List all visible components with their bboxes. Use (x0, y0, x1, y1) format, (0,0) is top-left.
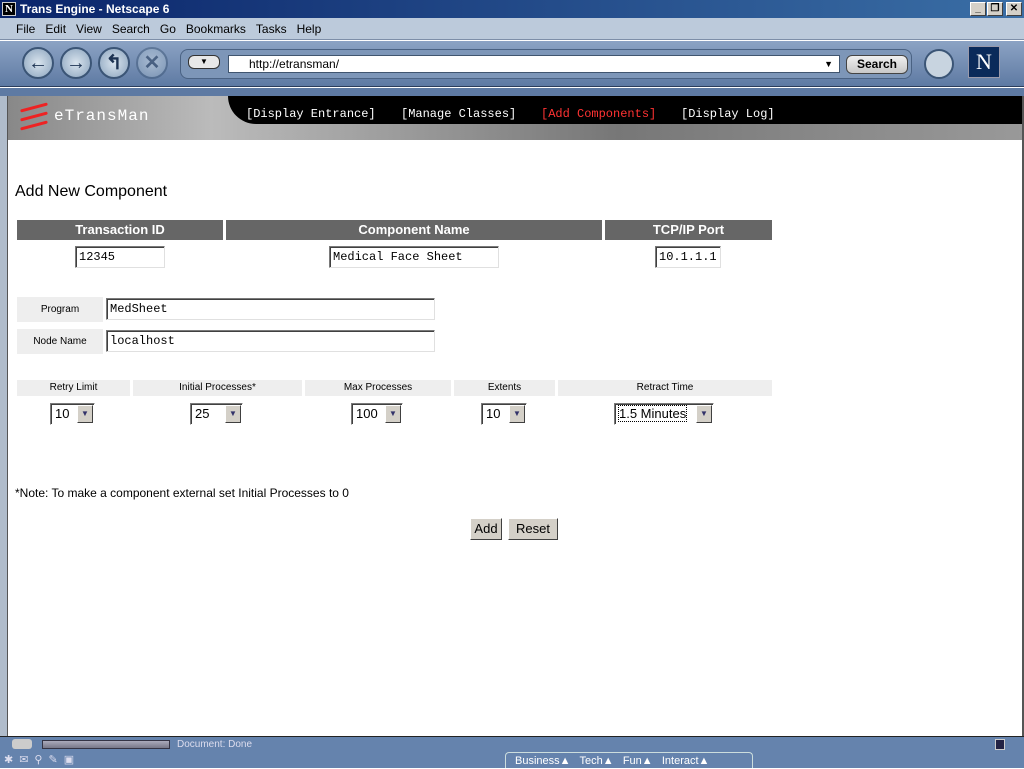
extents-value: 10 (486, 406, 501, 421)
tab-business[interactable]: Business▲ (515, 755, 571, 767)
tab-tech[interactable]: Tech▲ (579, 755, 614, 767)
chevron-down-icon[interactable]: ▼ (509, 405, 525, 423)
netscape-icon: N (2, 2, 16, 16)
status-bar: Document: Done (0, 736, 1024, 752)
forward-icon[interactable]: → (60, 47, 92, 79)
add-button[interactable]: Add (470, 518, 502, 540)
chevron-down-icon[interactable]: ▼ (225, 405, 241, 423)
max-processes-select[interactable]: 100 ▼ (351, 403, 403, 425)
page-title: Add New Component (15, 183, 168, 200)
chevron-down-icon[interactable]: ▼ (385, 405, 401, 423)
retract-time-select[interactable]: 1.5 Minutes ▼ (614, 403, 714, 425)
minimize-button[interactable]: _ (970, 2, 986, 16)
maximize-button[interactable]: ❐ (987, 2, 1003, 16)
max-processes-label: Max Processes (305, 380, 451, 396)
close-button[interactable]: ✕ (1006, 2, 1022, 16)
stop-icon[interactable]: ✕ (136, 47, 168, 79)
initial-processes-label: Initial Processes* (133, 380, 302, 396)
node-name-input[interactable]: localhost (106, 330, 435, 352)
retry-limit-value: 10 (55, 406, 70, 421)
tcpip-port-input[interactable]: 10.1.1.1 (655, 246, 721, 268)
site-logo: eTransMan (54, 107, 150, 125)
max-processes-value: 100 (356, 406, 378, 421)
toolbar-grip (0, 88, 1024, 96)
transaction-id-input[interactable]: 12345 (75, 246, 165, 268)
chevron-down-icon[interactable]: ▼ (77, 405, 93, 423)
header-tcpip-port: TCP/IP Port (605, 220, 772, 240)
url-text: http://etransman/ (249, 57, 340, 71)
header-transaction-id: Transaction ID (17, 220, 223, 240)
window-title: Trans Engine - Netscape 6 (20, 2, 170, 16)
title-bar: N Trans Engine - Netscape 6 _ ❐ ✕ (0, 0, 1024, 18)
nav-add-components[interactable]: [Add Components] (541, 107, 657, 121)
site-banner: eTransMan [Display Entrance] [Manage Cla… (8, 96, 1024, 140)
sidebar-toggle[interactable] (0, 96, 8, 736)
retry-limit-label: Retry Limit (17, 380, 130, 396)
connection-icon (12, 739, 32, 749)
program-label: Program (17, 297, 103, 322)
reload-icon[interactable]: ↰ (98, 47, 130, 79)
menu-view[interactable]: View (76, 22, 102, 36)
reset-button[interactable]: Reset (508, 518, 558, 540)
program-input[interactable]: MedSheet (106, 298, 435, 320)
back-icon[interactable]: ← (22, 47, 54, 79)
tab-fun[interactable]: Fun▲ (622, 755, 653, 767)
initial-processes-select[interactable]: 25 ▼ (190, 403, 243, 425)
component-icons[interactable]: ✱✉⚲✎▣ (4, 754, 81, 766)
nav-manage-classes[interactable]: [Manage Classes] (401, 107, 517, 121)
print-icon[interactable] (924, 49, 954, 79)
menu-go[interactable]: Go (159, 22, 176, 36)
progress-bar (42, 740, 170, 749)
nav-display-log[interactable]: [Display Log] (681, 107, 775, 121)
personal-toolbar: Business▲ Tech▲ Fun▲ Interact▲ (505, 752, 753, 768)
retract-time-value: 1.5 Minutes (617, 405, 688, 422)
menu-bar: File Edit View Search Go Bookmarks Tasks Help (0, 18, 1024, 40)
retract-time-label: Retract Time (558, 380, 772, 396)
menu-tasks[interactable]: Tasks (255, 22, 287, 36)
node-name-label: Node Name (17, 329, 103, 354)
security-lock-icon (995, 739, 1005, 750)
nav-display-entrance[interactable]: [Display Entrance] (246, 107, 376, 121)
component-name-input[interactable]: Medical Face Sheet (329, 246, 499, 268)
menu-help[interactable]: Help (296, 22, 322, 36)
menu-file[interactable]: File (16, 22, 36, 36)
url-dropdown-icon[interactable]: ▼ (824, 59, 833, 69)
menu-bookmarks[interactable]: Bookmarks (185, 22, 246, 36)
extents-label: Extents (454, 380, 555, 396)
extents-select[interactable]: 10 ▼ (481, 403, 527, 425)
status-text: Document: Done (177, 739, 253, 750)
menu-edit[interactable]: Edit (45, 22, 67, 36)
history-dropdown-icon[interactable]: ▼ (188, 55, 220, 69)
search-button[interactable]: Search (846, 55, 908, 74)
retry-limit-select[interactable]: 10 ▼ (50, 403, 95, 425)
chevron-down-icon[interactable]: ▼ (696, 405, 712, 423)
tab-interact[interactable]: Interact▲ (661, 755, 710, 767)
component-bar: ✱✉⚲✎▣ Business▲ Tech▲ Fun▲ Interact▲ (0, 752, 1024, 768)
navigation-toolbar: ← → ↰ ✕ ▼ http://etransman/ ▼ Search N (0, 41, 1024, 87)
url-input[interactable]: http://etransman/ ▼ (228, 55, 840, 73)
menu-search[interactable]: Search (111, 22, 150, 36)
initial-processes-value: 25 (195, 406, 210, 421)
header-component-name: Component Name (226, 220, 602, 240)
content-border (1022, 96, 1024, 736)
note-text: *Note: To make a component external set … (15, 486, 349, 500)
netscape-logo-icon: N (968, 46, 1000, 78)
